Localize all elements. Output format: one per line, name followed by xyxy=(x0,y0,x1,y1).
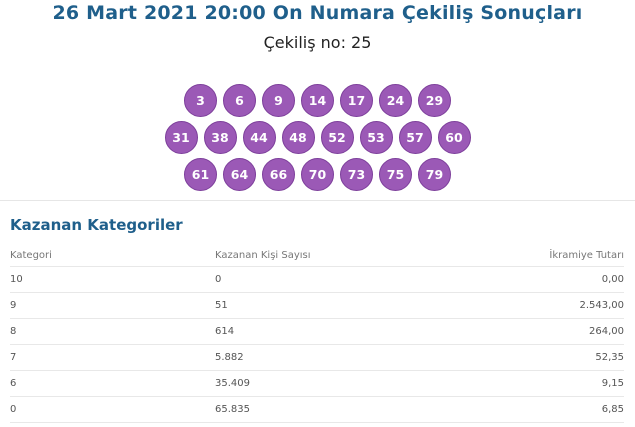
number-ball: 60 xyxy=(437,121,471,154)
draw-number: Çekiliş no: 25 xyxy=(263,33,372,52)
drawn-numbers: 3 6 9 14 17 24 29 31 38 44 48 52 53 57 6… xyxy=(0,84,635,195)
number-ball: 75 xyxy=(379,158,412,191)
ball-row-3: 61 64 66 70 73 75 79 xyxy=(0,158,635,191)
table-row: 8 614 264,00 xyxy=(10,318,624,345)
winner-count-cell: 0 xyxy=(215,266,420,293)
number-ball: 70 xyxy=(301,158,334,191)
table-row: 6 35.409 9,15 xyxy=(10,370,624,397)
number-ball: 48 xyxy=(281,121,315,154)
number-ball: 73 xyxy=(340,158,373,191)
category-cell: 0 xyxy=(10,396,215,423)
number-ball: 53 xyxy=(359,121,393,154)
section-divider xyxy=(0,200,635,201)
table-row: 10 0 0,00 xyxy=(10,266,624,293)
ball-row-1: 3 6 9 14 17 24 29 xyxy=(0,84,635,117)
number-ball: 29 xyxy=(418,84,451,117)
prize-amount-cell: 52,35 xyxy=(420,344,624,371)
number-ball: 61 xyxy=(184,158,217,191)
table-row: 0 65.835 6,85 xyxy=(10,396,624,423)
category-cell: 10 xyxy=(10,266,215,293)
category-cell: 9 xyxy=(10,292,215,319)
winners-table: Kategori Kazanan Kişi Sayısı İkramiye Tu… xyxy=(10,244,624,423)
prize-amount-cell: 2.543,00 xyxy=(420,292,624,319)
category-cell: 6 xyxy=(10,370,215,397)
table-header-row: Kategori Kazanan Kişi Sayısı İkramiye Tu… xyxy=(10,244,624,267)
column-header-winner-count: Kazanan Kişi Sayısı xyxy=(215,244,420,267)
number-ball: 31 xyxy=(164,121,198,154)
table-row: 9 51 2.543,00 xyxy=(10,292,624,319)
number-ball: 24 xyxy=(379,84,412,117)
category-cell: 8 xyxy=(10,318,215,345)
winner-count-cell: 614 xyxy=(215,318,420,345)
page-title: 26 Mart 2021 20:00 On Numara Çekiliş Son… xyxy=(52,2,583,24)
prize-amount-cell: 264,00 xyxy=(420,318,624,345)
column-header-category: Kategori xyxy=(10,244,215,267)
prize-amount-cell: 9,15 xyxy=(420,370,624,397)
number-ball: 3 xyxy=(184,84,217,117)
column-header-prize-amount: İkramiye Tutarı xyxy=(420,244,624,267)
number-ball: 57 xyxy=(398,121,432,154)
winner-count-cell: 35.409 xyxy=(215,370,420,397)
prize-amount-cell: 6,85 xyxy=(420,396,624,423)
winner-count-cell: 65.835 xyxy=(215,396,420,423)
number-ball: 17 xyxy=(340,84,373,117)
category-cell: 7 xyxy=(10,344,215,371)
ball-row-2: 31 38 44 48 52 53 57 60 xyxy=(0,121,635,154)
number-ball: 14 xyxy=(301,84,334,117)
number-ball: 66 xyxy=(262,158,295,191)
winner-count-cell: 51 xyxy=(215,292,420,319)
prize-amount-cell: 0,00 xyxy=(420,266,624,293)
number-ball: 52 xyxy=(320,121,354,154)
number-ball: 79 xyxy=(418,158,451,191)
number-ball: 64 xyxy=(223,158,256,191)
winner-count-cell: 5.882 xyxy=(215,344,420,371)
number-ball: 44 xyxy=(242,121,276,154)
table-row: 7 5.882 52,35 xyxy=(10,344,624,371)
winners-section-title: Kazanan Kategoriler xyxy=(10,216,183,234)
number-ball: 38 xyxy=(203,121,237,154)
number-ball: 6 xyxy=(223,84,256,117)
number-ball: 9 xyxy=(262,84,295,117)
